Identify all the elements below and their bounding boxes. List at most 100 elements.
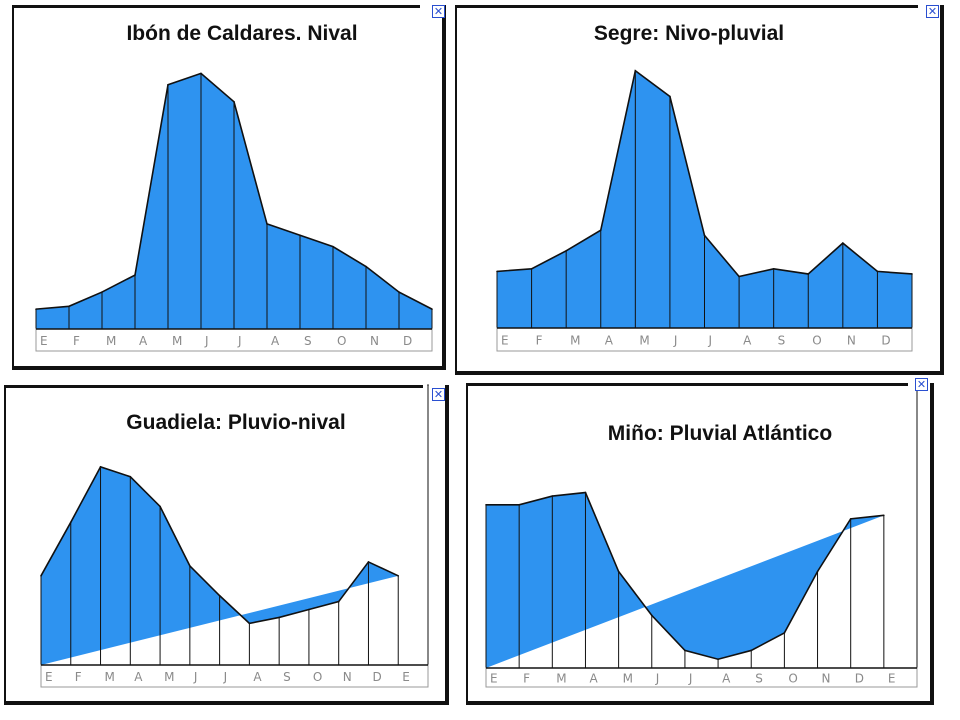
tick-label: A	[722, 672, 731, 686]
tick-label: A	[271, 334, 280, 348]
tick-label: A	[589, 672, 598, 686]
data-point	[650, 614, 653, 617]
data-point	[367, 561, 370, 563]
tick-label: M	[623, 672, 633, 686]
data-point	[738, 275, 740, 278]
tick-label: J	[673, 334, 678, 348]
data-point	[876, 270, 879, 273]
data-point	[218, 594, 221, 597]
chart-svg-caldares: Ibón de Caldares. Nival E F M A M J J A S O N D	[35, 22, 433, 352]
tick-label: A	[253, 670, 262, 684]
tick-label: M	[172, 334, 182, 348]
tick-label: A	[743, 334, 752, 348]
data-point	[565, 250, 567, 252]
data-point	[772, 268, 775, 270]
tick-label: J	[708, 334, 713, 348]
chart-panel-segre: Segre: Nivo-pluvial E F M A M J J A S O N D	[455, 5, 944, 375]
data-point	[200, 72, 202, 75]
tick-label: M	[105, 670, 115, 684]
data-point	[398, 291, 400, 293]
chart-title: Ibón de Caldares. Nival	[126, 22, 357, 45]
data-point	[99, 466, 102, 468]
data-point	[129, 475, 132, 478]
tick-label: J	[223, 670, 228, 684]
tick-label: E	[402, 670, 410, 684]
data-point	[299, 234, 301, 237]
data-point	[431, 308, 433, 310]
close-icon[interactable]: ✕	[432, 5, 445, 18]
data-point	[842, 242, 844, 244]
chart-svg-guadiela: Guadiela: Pluvio-nival E F M A M J J A S O N D E	[40, 384, 429, 688]
tick-label: S	[283, 670, 291, 684]
tick-label: O	[313, 670, 322, 684]
data-point	[189, 565, 191, 567]
data-point	[684, 649, 686, 652]
tick-label: F	[536, 334, 543, 348]
tick-label: F	[73, 334, 80, 348]
tick-label: J	[204, 334, 209, 348]
tick-label: M	[639, 334, 649, 348]
data-point	[308, 608, 310, 611]
data-point	[332, 245, 334, 248]
tick-label: D	[403, 334, 412, 348]
data-point	[783, 632, 786, 634]
tick-label: J	[655, 672, 660, 686]
close-icon[interactable]: ✕	[926, 5, 939, 18]
tick-label: M	[164, 670, 174, 684]
data-point	[717, 658, 719, 661]
chart-title: Guadiela: Pluvio-nival	[126, 411, 345, 434]
tick-label: D	[372, 670, 381, 684]
tick-label: S	[778, 334, 786, 348]
data-point	[849, 518, 852, 520]
data-point	[35, 308, 37, 310]
tick-label: M	[570, 334, 580, 348]
data-point	[485, 504, 487, 506]
tick-label: E	[45, 670, 53, 684]
tick-label: A	[134, 670, 143, 684]
close-icon[interactable]: ✕	[915, 378, 928, 391]
tick-label: F	[523, 672, 530, 686]
chart-svg-segre: Segre: Nivo-pluvial E F M A M J J A S O N D	[496, 22, 913, 352]
data-point	[883, 514, 885, 517]
area-fill	[486, 492, 884, 668]
tick-label: O	[337, 334, 346, 348]
chart-panel-guadiela: Guadiela: Pluvio-nival E F M A M J J A S O N D E	[4, 384, 449, 705]
close-icon[interactable]: ✕	[432, 388, 445, 401]
data-point	[551, 495, 554, 497]
data-point	[68, 305, 70, 308]
data-point	[248, 622, 251, 625]
tick-label: N	[343, 670, 352, 684]
tick-label: N	[370, 334, 379, 348]
tick-label: E	[40, 334, 48, 348]
chart-title: Miño: Pluvial Atlántico	[608, 422, 832, 445]
data-point	[584, 491, 587, 494]
data-point	[69, 521, 72, 524]
chart-panel-mino: Miño: Pluvial Atlántico E F M A M J J A S O N D E	[466, 382, 934, 705]
tick-label: E	[501, 334, 509, 348]
tick-label: E	[888, 672, 896, 686]
tick-label: N	[822, 672, 831, 686]
data-point	[40, 575, 42, 577]
data-point	[816, 570, 819, 573]
tick-label: J	[237, 334, 242, 348]
tick-label: A	[605, 334, 614, 348]
data-point	[530, 268, 533, 270]
tick-label: E	[490, 672, 498, 686]
tick-label: J	[193, 670, 198, 684]
chart-title: Segre: Nivo-pluvial	[594, 22, 784, 45]
data-point	[101, 291, 103, 293]
tick-label: F	[75, 670, 82, 684]
tick-label: J	[688, 672, 693, 686]
tick-label: O	[812, 334, 821, 348]
x-axis-strip	[485, 667, 918, 688]
data-point	[617, 570, 620, 573]
tick-label: A	[139, 334, 148, 348]
data-point	[518, 504, 520, 506]
tick-label: S	[304, 334, 312, 348]
data-point	[634, 69, 637, 72]
data-point	[397, 575, 400, 577]
